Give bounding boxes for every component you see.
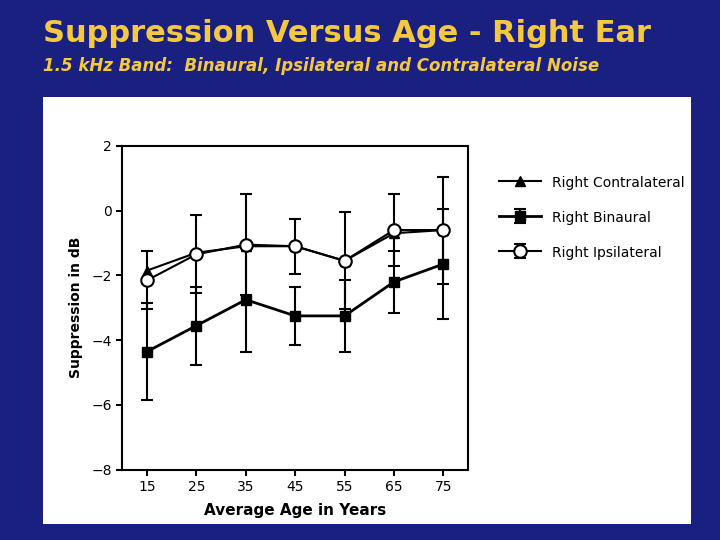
Text: Suppression Versus Age - Right Ear: Suppression Versus Age - Right Ear — [43, 19, 651, 48]
Line: Right Contralateral: Right Contralateral — [143, 225, 448, 275]
Legend: Right Contralateral, Right Binaural, Right Ipsilateral: Right Contralateral, Right Binaural, Rig… — [492, 169, 691, 267]
Right Contralateral — [390, 230, 398, 237]
Text: 1.5 kHz Band:  Binaural, Ipsilateral and Contralateral Noise: 1.5 kHz Band: Binaural, Ipsilateral and … — [43, 57, 599, 75]
Right Contralateral — [241, 243, 250, 249]
Right Contralateral — [439, 227, 448, 233]
Right Contralateral — [291, 243, 300, 249]
Y-axis label: Suppression in dB: Suppression in dB — [69, 237, 83, 379]
Right Contralateral — [192, 249, 201, 256]
Right Contralateral — [143, 267, 151, 274]
X-axis label: Average Age in Years: Average Age in Years — [204, 503, 387, 517]
Right Contralateral — [341, 258, 349, 264]
